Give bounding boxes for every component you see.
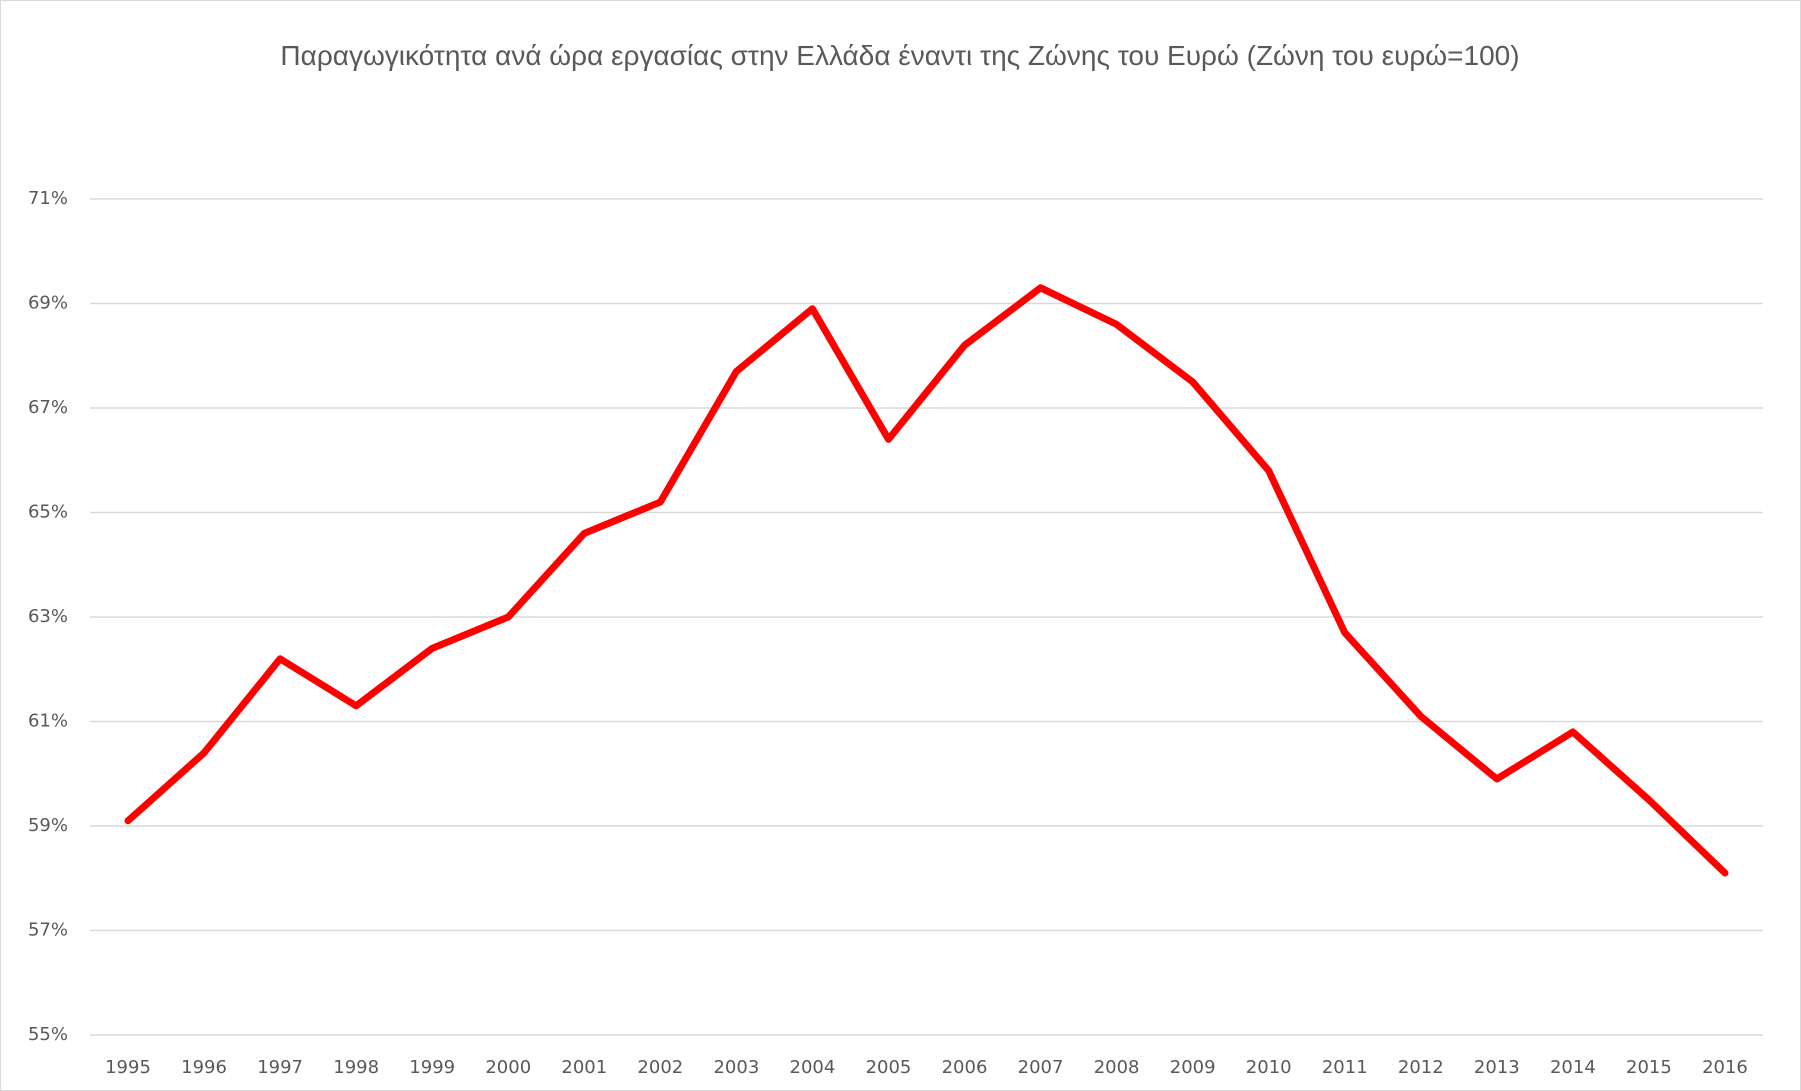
y-tick-label: 61% bbox=[28, 711, 68, 732]
y-tick-label: 59% bbox=[28, 815, 68, 836]
y-tick-label: 71% bbox=[28, 188, 68, 209]
x-tick-label: 2010 bbox=[1246, 1057, 1292, 1078]
x-tick-label: 2012 bbox=[1398, 1057, 1444, 1078]
x-tick-label: 2013 bbox=[1474, 1057, 1520, 1078]
y-tick-label: 57% bbox=[28, 920, 68, 941]
x-tick-label: 2004 bbox=[790, 1057, 836, 1078]
chart-title: Παραγωγικότητα ανά ώρα εργασίας στην Ελλ… bbox=[280, 40, 1520, 71]
x-tick-label: 2009 bbox=[1170, 1057, 1216, 1078]
x-tick-label: 2016 bbox=[1702, 1057, 1748, 1078]
x-tick-label: 2005 bbox=[866, 1057, 912, 1078]
x-tick-label: 2001 bbox=[561, 1057, 607, 1078]
x-tick-label: 2008 bbox=[1094, 1057, 1140, 1078]
x-tick-label: 2002 bbox=[637, 1057, 683, 1078]
x-tick-label: 1995 bbox=[105, 1057, 151, 1078]
data-line bbox=[124, 284, 1729, 877]
y-tick-label: 55% bbox=[28, 1024, 68, 1045]
x-tick-label: 1997 bbox=[257, 1057, 303, 1078]
x-tick-label: 2000 bbox=[485, 1057, 531, 1078]
x-tick-label: 2011 bbox=[1322, 1057, 1368, 1078]
x-tick-label: 2015 bbox=[1626, 1057, 1672, 1078]
x-tick-label: 2014 bbox=[1550, 1057, 1596, 1078]
x-tick-label: 2006 bbox=[942, 1057, 988, 1078]
y-tick-label: 69% bbox=[28, 293, 68, 314]
x-tick-label: 1998 bbox=[333, 1057, 379, 1078]
y-tick-label: 63% bbox=[28, 606, 68, 627]
x-tick-label: 2003 bbox=[713, 1057, 759, 1078]
y-tick-label: 67% bbox=[28, 397, 68, 418]
y-tick-label: 65% bbox=[28, 502, 68, 523]
x-tick-label: 2007 bbox=[1018, 1057, 1064, 1078]
x-tick-label: 1996 bbox=[181, 1057, 227, 1078]
x-tick-label: 1999 bbox=[409, 1057, 455, 1078]
